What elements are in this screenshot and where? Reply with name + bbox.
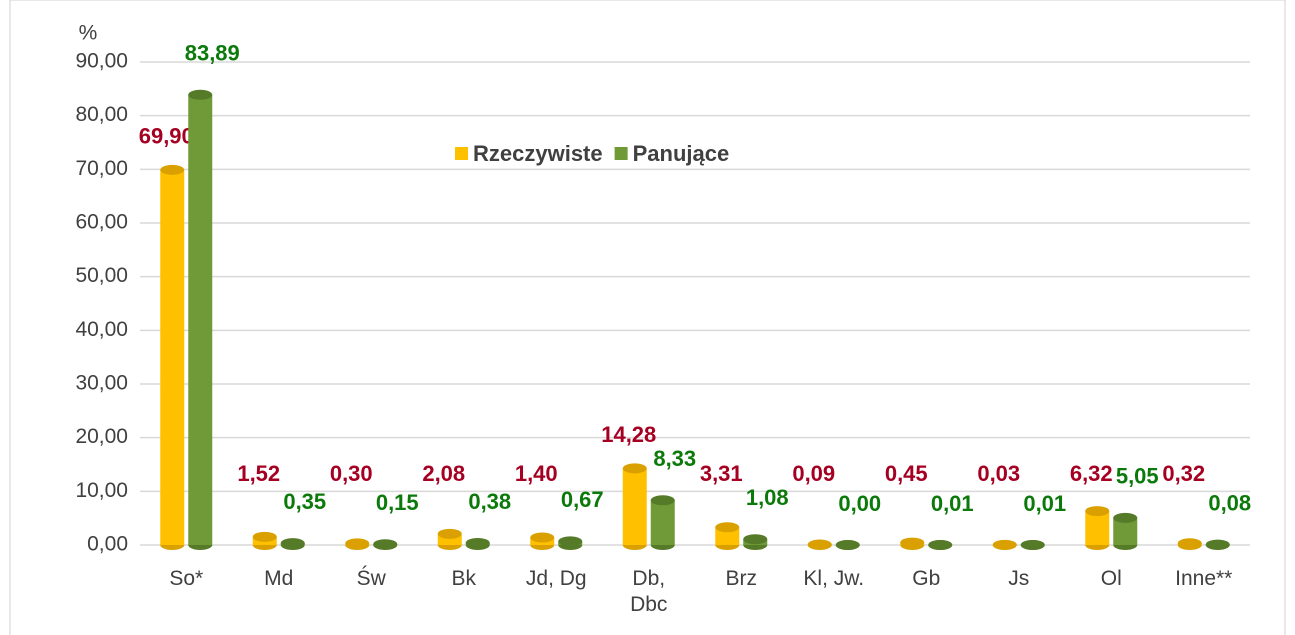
bar-top — [1020, 539, 1045, 550]
data-label: 5,05 — [1116, 464, 1159, 489]
bar-top — [835, 540, 860, 550]
data-label: 0,32 — [1162, 461, 1205, 486]
bar-top — [743, 534, 768, 545]
legend-label: Rzeczywiste — [473, 141, 603, 166]
bar — [650, 500, 675, 545]
bar-top — [188, 89, 213, 100]
bar-top — [280, 538, 305, 549]
data-label: 6,32 — [1070, 461, 1113, 486]
bar-top — [1205, 539, 1230, 550]
data-label: 1,40 — [515, 461, 558, 486]
data-label: 0,00 — [838, 491, 881, 516]
bar-top — [160, 164, 185, 175]
data-label: 0,45 — [885, 461, 928, 486]
y-tick-label: 10,00 — [75, 479, 128, 502]
data-label: 0,35 — [283, 489, 326, 514]
bar-top — [1113, 512, 1138, 523]
data-label: 0,67 — [561, 487, 604, 512]
data-label: 0,30 — [330, 461, 373, 486]
bar-top — [437, 528, 462, 539]
data-label: 8,33 — [653, 446, 696, 471]
bar — [622, 468, 647, 545]
bar-top — [807, 539, 832, 550]
bar-top — [1177, 538, 1202, 549]
y-tick-label: 30,00 — [75, 372, 128, 395]
y-tick-label: 20,00 — [75, 425, 128, 448]
x-tick-label: Md — [264, 567, 294, 590]
data-label: 0,15 — [376, 490, 419, 515]
chart-frame — [9, 0, 1286, 635]
bar-top — [900, 537, 925, 548]
bar-top — [992, 539, 1017, 550]
bar — [1085, 511, 1110, 545]
bar-top — [715, 522, 740, 533]
data-label: 0,09 — [792, 461, 835, 486]
data-label: 69,90 — [139, 124, 194, 149]
x-tick-label: Kl, Jw. — [803, 567, 865, 590]
bar — [188, 94, 213, 545]
data-label: 14,28 — [601, 422, 656, 447]
y-tick-label: 40,00 — [75, 318, 128, 341]
y-tick-label: 50,00 — [75, 264, 128, 287]
data-label: 2,08 — [422, 461, 465, 486]
y-tick-label: 80,00 — [75, 103, 128, 126]
x-tick-label: So* — [169, 567, 204, 590]
bar — [715, 527, 740, 545]
x-tick-label: Bk — [451, 567, 476, 590]
x-tick-label: Js — [1008, 567, 1030, 590]
y-tick-label: 70,00 — [75, 157, 128, 180]
data-label: 0,08 — [1208, 490, 1251, 515]
bar-top — [928, 539, 953, 550]
bar-top — [530, 532, 555, 543]
y-tick-label: 0,00 — [87, 533, 128, 556]
data-label: 0,03 — [977, 461, 1020, 486]
bar-top — [622, 463, 647, 474]
data-label: 1,52 — [237, 461, 280, 486]
x-tick-label: Gb — [912, 567, 941, 590]
bar — [160, 169, 185, 545]
bar-top — [1085, 506, 1110, 517]
data-label: 0,01 — [931, 491, 974, 516]
data-label: 83,89 — [185, 41, 240, 66]
x-tick-label: Św — [356, 567, 386, 590]
x-tick-label: Jd, Dg — [525, 567, 587, 590]
legend-swatch — [614, 147, 628, 160]
bar-top — [558, 536, 583, 547]
y-axis-label: % — [79, 22, 98, 45]
y-tick-label: 90,00 — [75, 50, 128, 73]
data-label: 0,38 — [468, 489, 511, 514]
legend: Rzeczywiste Panujące — [455, 141, 729, 166]
data-label: 0,01 — [1023, 491, 1066, 516]
bar-top — [465, 537, 490, 548]
bar-top — [345, 538, 370, 549]
bar-top — [252, 531, 277, 542]
x-tick-label: Brz — [725, 567, 758, 590]
x-tick-label: Inne** — [1175, 567, 1233, 590]
y-tick-label: 60,00 — [75, 211, 128, 234]
bar-top — [373, 539, 398, 550]
bar — [437, 533, 462, 545]
legend-swatch — [455, 147, 468, 160]
data-label: 1,08 — [746, 485, 789, 510]
bar-top — [650, 495, 675, 506]
legend-label: Panujące — [633, 141, 730, 166]
x-tick-label: Ol — [1100, 567, 1122, 590]
x-tick-label: Db, Dbc — [630, 567, 668, 616]
data-label: 3,31 — [700, 461, 743, 486]
